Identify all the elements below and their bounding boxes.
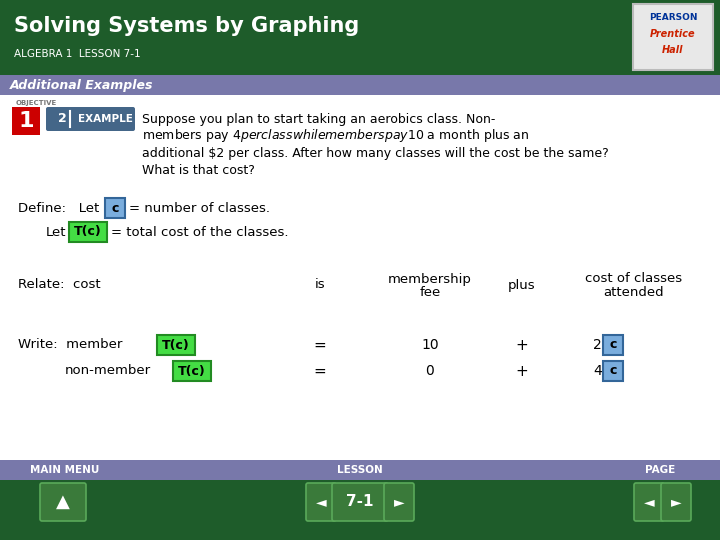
FancyBboxPatch shape <box>46 107 135 131</box>
FancyBboxPatch shape <box>69 222 107 242</box>
FancyBboxPatch shape <box>603 335 623 355</box>
Text: members pay $4 per class while members pay $10 a month plus an: members pay $4 per class while members p… <box>142 127 529 145</box>
Text: attended: attended <box>603 287 665 300</box>
Text: ►: ► <box>394 495 405 509</box>
Bar <box>0 480 720 540</box>
Text: PAGE: PAGE <box>645 465 675 475</box>
Bar <box>0 460 720 480</box>
Text: 1: 1 <box>18 111 34 131</box>
Text: Solving Systems by Graphing: Solving Systems by Graphing <box>14 16 359 36</box>
Text: 0: 0 <box>426 364 434 378</box>
FancyBboxPatch shape <box>306 483 336 521</box>
Text: c: c <box>112 201 119 214</box>
Text: 2: 2 <box>593 338 602 352</box>
Text: membership: membership <box>388 273 472 286</box>
FancyBboxPatch shape <box>173 361 211 381</box>
Bar <box>0 95 720 460</box>
Text: OBJECTIVE: OBJECTIVE <box>16 100 58 106</box>
Text: Hall: Hall <box>662 45 684 55</box>
Text: ALGEBRA 1  LESSON 7-1: ALGEBRA 1 LESSON 7-1 <box>14 49 140 59</box>
Text: ▲: ▲ <box>56 493 70 511</box>
Text: T(c): T(c) <box>178 364 206 377</box>
Text: additional $2 per class. After how many classes will the cost be the same?: additional $2 per class. After how many … <box>142 146 608 159</box>
Text: Write:  member: Write: member <box>18 339 122 352</box>
Text: MAIN MENU: MAIN MENU <box>30 465 99 475</box>
Text: = total cost of the classes.: = total cost of the classes. <box>111 226 289 239</box>
FancyBboxPatch shape <box>157 335 195 355</box>
Text: c: c <box>609 364 617 377</box>
Text: What is that cost?: What is that cost? <box>142 164 255 177</box>
Text: ◄: ◄ <box>644 495 654 509</box>
Text: EXAMPLE: EXAMPLE <box>78 114 133 124</box>
Text: ►: ► <box>671 495 681 509</box>
Text: =: = <box>314 338 326 353</box>
FancyBboxPatch shape <box>12 107 40 135</box>
Text: Additional Examples: Additional Examples <box>10 78 153 91</box>
Text: Define:   Let: Define: Let <box>18 201 99 214</box>
FancyBboxPatch shape <box>40 483 86 521</box>
Text: c: c <box>609 339 617 352</box>
Text: cost of classes: cost of classes <box>585 273 683 286</box>
Text: Let: Let <box>46 226 66 239</box>
Text: LESSON: LESSON <box>337 465 383 475</box>
Text: 10: 10 <box>421 338 438 352</box>
Text: fee: fee <box>419 287 441 300</box>
Text: 7-1: 7-1 <box>346 495 374 510</box>
FancyBboxPatch shape <box>634 483 664 521</box>
Text: plus: plus <box>508 279 536 292</box>
FancyBboxPatch shape <box>603 361 623 381</box>
Text: +: + <box>516 363 528 379</box>
FancyBboxPatch shape <box>633 4 713 70</box>
Text: +: + <box>516 338 528 353</box>
FancyBboxPatch shape <box>332 483 388 521</box>
FancyBboxPatch shape <box>384 483 414 521</box>
Text: PEARSON: PEARSON <box>649 14 697 23</box>
Text: Relate:  cost: Relate: cost <box>18 279 101 292</box>
Text: Prentice: Prentice <box>650 29 696 39</box>
Text: Suppose you plan to start taking an aerobics class. Non-: Suppose you plan to start taking an aero… <box>142 112 495 125</box>
FancyBboxPatch shape <box>105 198 125 218</box>
Bar <box>0 0 720 75</box>
Text: =: = <box>314 363 326 379</box>
FancyBboxPatch shape <box>661 483 691 521</box>
Text: 2: 2 <box>58 112 67 125</box>
Text: is: is <box>315 279 325 292</box>
Text: ◄: ◄ <box>315 495 326 509</box>
Text: = number of classes.: = number of classes. <box>129 201 270 214</box>
Text: non-member: non-member <box>65 364 151 377</box>
Text: 4: 4 <box>593 364 602 378</box>
Text: T(c): T(c) <box>74 226 102 239</box>
Text: T(c): T(c) <box>162 339 190 352</box>
Bar <box>0 75 720 95</box>
